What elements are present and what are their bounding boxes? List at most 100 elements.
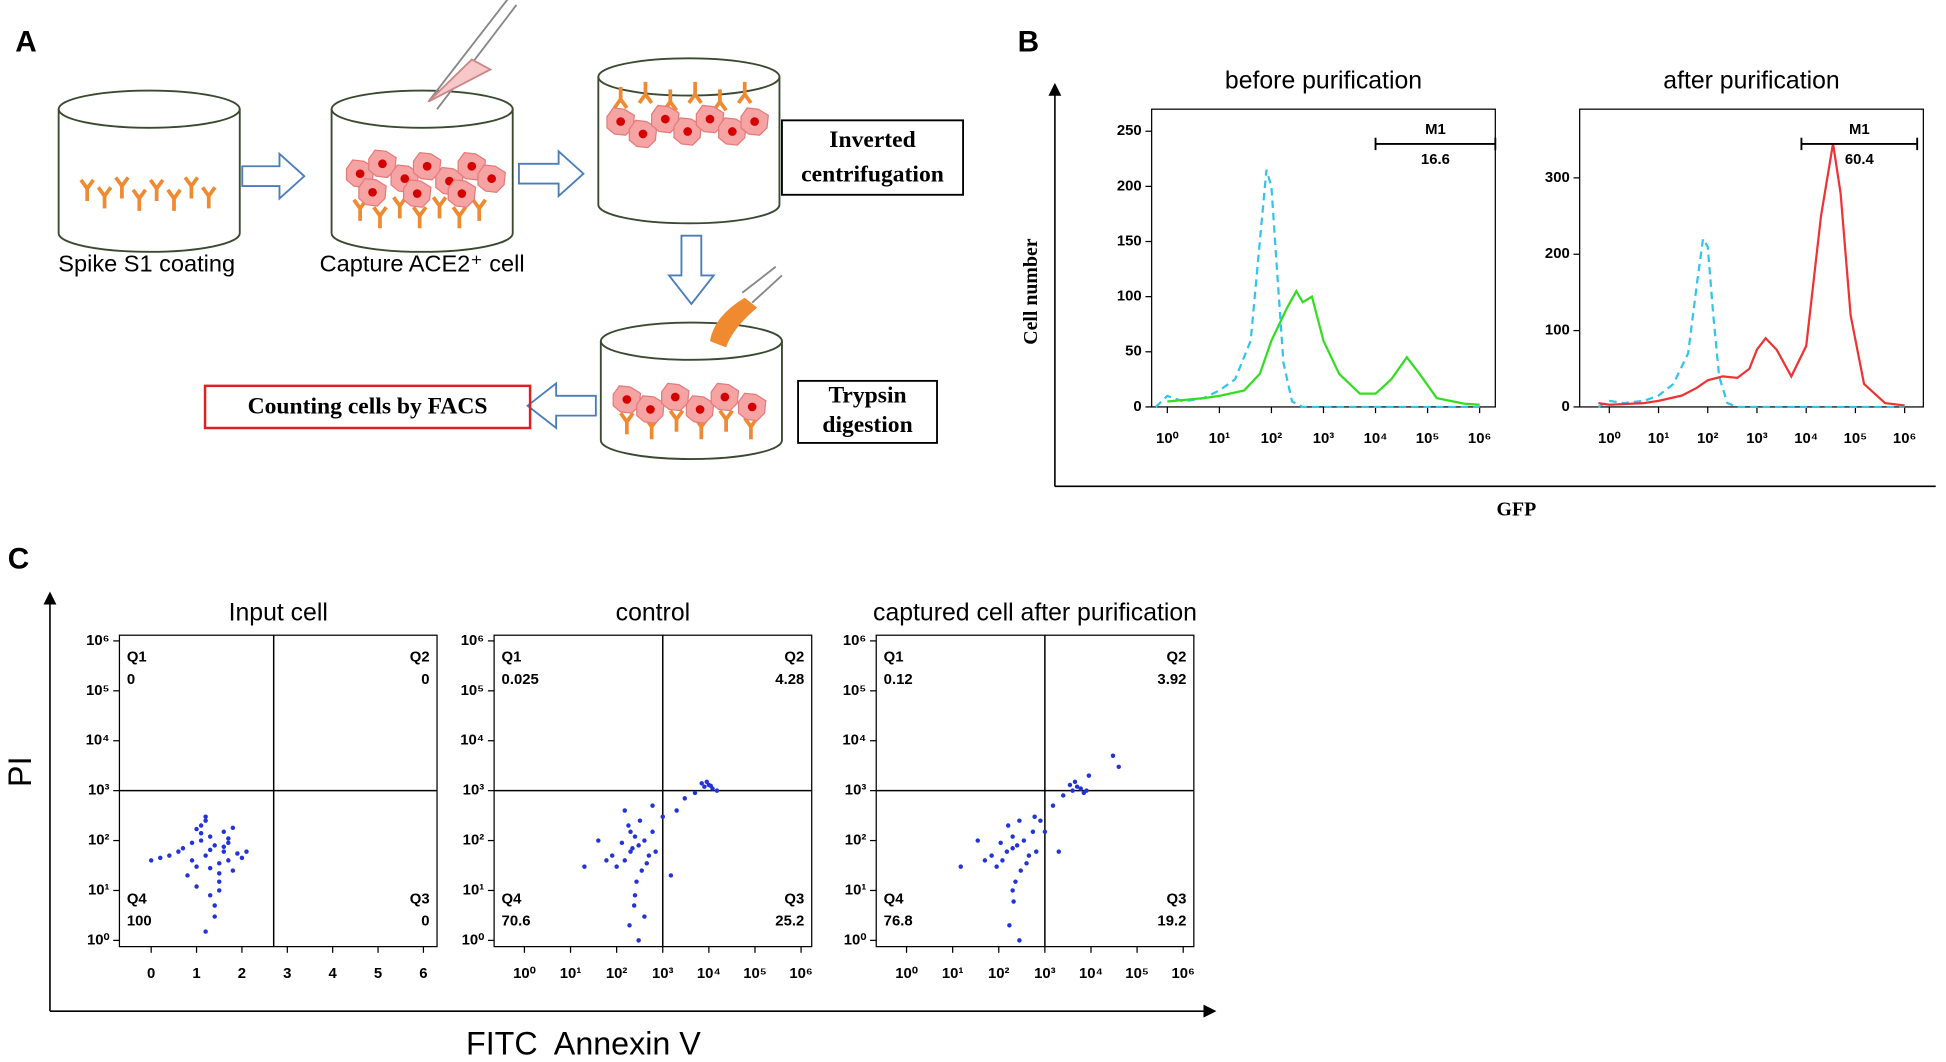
dish <box>597 76 781 225</box>
quadrant-name: Q2 <box>784 649 804 665</box>
dot <box>217 861 222 866</box>
dot <box>203 814 208 819</box>
antibody <box>79 178 96 203</box>
dot <box>212 903 217 908</box>
dot <box>1032 814 1037 819</box>
y-tick-label: 10⁶ <box>843 633 866 649</box>
y-tick-label: 10⁶ <box>86 633 109 649</box>
dot <box>244 849 249 854</box>
dot <box>1018 868 1024 873</box>
dot <box>203 818 208 823</box>
x-tick-label: 10⁰ <box>1156 431 1179 447</box>
dot <box>148 858 154 863</box>
x-tick-label: 10³ <box>652 966 674 982</box>
y-tick-label: 10⁰ <box>87 932 110 948</box>
quadrant-name: Q1 <box>127 649 147 665</box>
histogram-line <box>1167 288 1480 406</box>
caption: Spike S1 coating <box>58 251 235 277</box>
cell <box>477 164 506 193</box>
caption: Capture ACE2⁺ cell <box>320 251 525 277</box>
dot <box>650 803 655 808</box>
dot <box>604 858 609 863</box>
dish <box>57 89 241 129</box>
dot <box>198 838 204 843</box>
y-tick-label: 10³ <box>88 783 110 799</box>
dot <box>221 829 227 834</box>
dot <box>1034 849 1039 854</box>
dot <box>221 849 227 854</box>
dot <box>1060 793 1066 798</box>
dot <box>194 884 199 889</box>
x-tick-label: 3 <box>283 966 291 982</box>
cell <box>685 395 715 424</box>
arrow <box>241 151 306 201</box>
antibody <box>718 408 735 434</box>
quadrant-value: 100 <box>127 914 152 930</box>
panel-label: B <box>1018 25 1039 58</box>
antibody <box>687 80 704 105</box>
dot <box>631 903 637 908</box>
dot <box>212 843 217 848</box>
step-text: centrifugation <box>801 162 944 188</box>
cell <box>402 179 432 208</box>
dot <box>1024 861 1029 866</box>
y-tick-label: 10² <box>88 832 110 848</box>
cell <box>636 395 665 424</box>
dot <box>1007 923 1012 928</box>
x-tick-label: 10¹ <box>560 966 582 982</box>
dot <box>1086 773 1092 778</box>
chart-title: after purification <box>1663 67 1839 94</box>
y-tick-label: 200 <box>1117 178 1142 194</box>
quadrant-value: 76.8 <box>884 914 913 930</box>
x-tick-label: 10¹ <box>942 966 964 982</box>
dot <box>614 864 619 869</box>
antibody <box>200 185 217 211</box>
quadrant-name: Q3 <box>784 891 804 907</box>
y-tick-label: 100 <box>1545 323 1570 339</box>
dish <box>330 109 514 253</box>
dish <box>330 89 514 129</box>
step-box <box>797 379 938 444</box>
cell <box>660 382 690 412</box>
dot <box>230 868 236 873</box>
dot <box>1030 829 1036 834</box>
x-tick-label: 2 <box>238 966 246 982</box>
quadrant-value: 3.92 <box>1157 672 1186 688</box>
y-tick-label: 10⁰ <box>844 932 867 948</box>
dot <box>1021 838 1027 843</box>
dot <box>699 781 704 786</box>
x-tick-label: 10² <box>988 966 1010 982</box>
step-box <box>203 384 532 430</box>
quadrant-name: Q1 <box>502 649 522 665</box>
histogram-line <box>1154 169 1480 409</box>
dot <box>239 855 245 861</box>
arrow <box>517 149 585 199</box>
quadrant-name: Q4 <box>127 891 148 907</box>
dot <box>1067 782 1073 788</box>
x-tick-label: 10¹ <box>1209 431 1231 447</box>
quadrant-name: Q3 <box>410 891 430 907</box>
dot <box>636 843 641 848</box>
x-tick-label: 10⁵ <box>1416 431 1440 447</box>
dot <box>702 784 707 789</box>
y-tick-label: 10³ <box>845 783 867 799</box>
chart-title: control <box>616 600 690 627</box>
dot <box>958 864 964 869</box>
histogram-line <box>1597 235 1905 409</box>
chart-title: captured cell after purification <box>873 600 1197 627</box>
x-tick-label: 10³ <box>1034 966 1056 982</box>
panel-label: C <box>8 543 30 576</box>
quadrant-value: 4.28 <box>775 672 804 688</box>
dot <box>632 893 638 898</box>
dot <box>226 858 231 863</box>
dot <box>1078 786 1083 791</box>
dot <box>596 838 601 843</box>
x-tick-label: 10² <box>1261 431 1283 447</box>
dot <box>235 851 240 856</box>
dot <box>708 783 714 789</box>
dot <box>198 831 204 836</box>
dot <box>207 834 213 839</box>
antibody <box>618 411 635 437</box>
x-axis-label: FITC Annexin V <box>466 1025 701 1061</box>
x-tick-label: 10⁵ <box>1125 966 1149 982</box>
